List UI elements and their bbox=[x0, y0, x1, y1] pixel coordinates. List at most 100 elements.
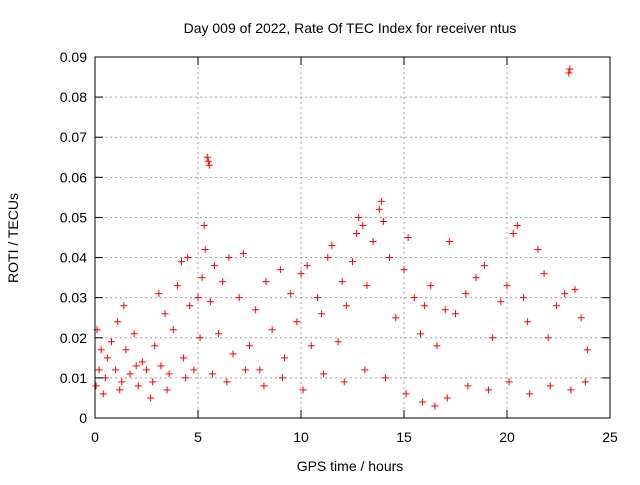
data-point bbox=[276, 266, 284, 274]
data-point bbox=[544, 334, 552, 342]
data-point bbox=[338, 278, 346, 286]
data-point bbox=[497, 298, 505, 306]
data-point bbox=[445, 238, 453, 246]
data-point bbox=[138, 358, 146, 366]
data-point bbox=[239, 250, 247, 258]
data-point bbox=[201, 246, 209, 254]
data-point bbox=[583, 346, 591, 354]
data-point bbox=[103, 354, 111, 362]
data-point bbox=[505, 378, 513, 386]
data-point bbox=[462, 290, 470, 298]
y-tick-label: 0.09 bbox=[60, 49, 87, 65]
x-tick-label: 5 bbox=[194, 429, 202, 445]
data-point bbox=[489, 334, 497, 342]
data-point bbox=[349, 258, 356, 266]
data-point bbox=[229, 350, 237, 358]
x-axis-label: GPS time / hours bbox=[297, 458, 404, 474]
data-point bbox=[480, 262, 488, 270]
data-point bbox=[297, 270, 305, 278]
x-tick-label: 20 bbox=[499, 429, 515, 445]
data-point bbox=[210, 262, 218, 270]
data-point bbox=[130, 330, 138, 338]
data-point bbox=[241, 366, 249, 374]
data-point bbox=[303, 262, 311, 270]
data-point bbox=[196, 334, 204, 342]
data-point bbox=[182, 374, 190, 382]
data-point bbox=[92, 382, 100, 390]
data-point bbox=[293, 318, 301, 326]
data-point bbox=[122, 346, 130, 354]
data-point bbox=[225, 254, 233, 262]
data-point bbox=[581, 378, 589, 386]
data-point bbox=[363, 282, 371, 290]
data-point bbox=[132, 362, 140, 370]
data-point bbox=[118, 378, 126, 386]
data-point bbox=[204, 157, 212, 165]
chart-title: Day 009 of 2022, Rate Of TEC Index for r… bbox=[184, 20, 517, 36]
x-tick-label: 25 bbox=[602, 429, 618, 445]
data-point bbox=[441, 306, 449, 314]
data-point bbox=[161, 310, 169, 318]
data-point bbox=[165, 370, 173, 378]
y-tick-label: 0.08 bbox=[60, 89, 87, 105]
data-point bbox=[402, 390, 410, 398]
y-tick-label: 0.06 bbox=[60, 169, 87, 185]
data-point bbox=[143, 366, 150, 374]
data-point bbox=[95, 366, 103, 374]
data-point bbox=[151, 342, 159, 350]
data-point bbox=[178, 258, 186, 266]
data-point bbox=[433, 342, 441, 350]
data-point bbox=[369, 238, 377, 246]
grid bbox=[95, 57, 610, 418]
data-point bbox=[208, 370, 216, 378]
y-tick-label: 0.02 bbox=[60, 330, 87, 346]
data-point bbox=[256, 366, 264, 374]
data-point bbox=[355, 213, 363, 221]
x-tick-label: 10 bbox=[293, 429, 309, 445]
x-tick-label: 15 bbox=[396, 429, 412, 445]
y-tick-label: 0.01 bbox=[60, 370, 87, 386]
data-point bbox=[190, 366, 198, 374]
data-point bbox=[565, 69, 573, 77]
data-point bbox=[328, 242, 336, 250]
data-point bbox=[252, 306, 260, 314]
data-point bbox=[205, 161, 213, 169]
data-point bbox=[278, 374, 286, 382]
data-point bbox=[513, 221, 521, 229]
data-point bbox=[186, 302, 194, 310]
data-point bbox=[287, 290, 295, 298]
data-point bbox=[359, 221, 367, 229]
x-tick-label: 0 bbox=[91, 429, 99, 445]
data-point bbox=[206, 298, 214, 306]
data-point bbox=[112, 366, 120, 374]
y-tick-label: 0.04 bbox=[60, 250, 87, 266]
data-point bbox=[219, 278, 227, 286]
data-point bbox=[503, 282, 511, 290]
data-point bbox=[203, 153, 211, 161]
data-point bbox=[361, 366, 369, 374]
axis-ticks: 0 0.01 0.02 0.03 0.04 0.05 0.06 0.07 0.08 0.09 0 5 1… bbox=[60, 49, 618, 445]
data-points bbox=[92, 65, 591, 410]
y-tick-label: 0.05 bbox=[60, 209, 87, 225]
data-point bbox=[215, 330, 223, 338]
data-point bbox=[431, 402, 439, 410]
data-point bbox=[198, 274, 206, 282]
data-point bbox=[313, 294, 321, 302]
data-point bbox=[149, 378, 157, 386]
data-point bbox=[410, 294, 418, 302]
data-point bbox=[116, 386, 124, 394]
data-point bbox=[223, 378, 231, 386]
data-point bbox=[452, 310, 459, 318]
data-point bbox=[416, 330, 424, 338]
data-point bbox=[546, 382, 554, 390]
data-point bbox=[180, 354, 188, 362]
data-point bbox=[519, 294, 527, 302]
plot-frame bbox=[94, 56, 611, 419]
data-point bbox=[235, 294, 243, 302]
y-tick-label: 0 bbox=[79, 410, 87, 426]
data-point bbox=[114, 318, 122, 326]
data-point bbox=[107, 338, 115, 346]
data-point bbox=[246, 342, 253, 350]
data-point bbox=[157, 362, 165, 370]
